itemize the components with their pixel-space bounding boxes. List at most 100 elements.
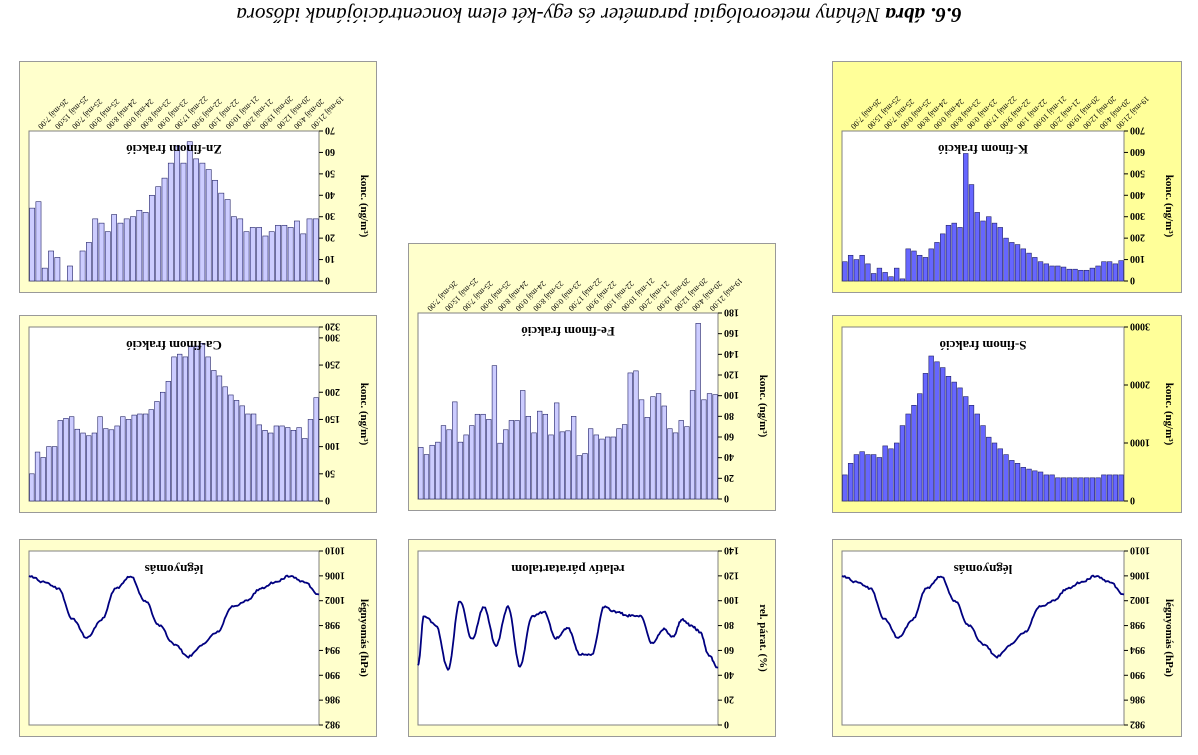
bar bbox=[940, 367, 946, 502]
chart-zn-svg: 0 10 20 30 40 50 60 70 konc. (ng/m³) Zn-finom fra… bbox=[19, 61, 377, 293]
bar bbox=[1083, 477, 1090, 502]
bar bbox=[911, 250, 917, 282]
bar bbox=[905, 248, 911, 282]
y-tick-label: 1000 bbox=[1130, 437, 1150, 448]
bar bbox=[980, 220, 986, 282]
bar bbox=[1112, 263, 1119, 282]
chart-k: 0 100 200 300 400 500 600 700 konc. (ng/m³) K-fin… bbox=[832, 61, 1182, 293]
chart-title: légnyomás bbox=[145, 562, 204, 577]
y-tick-label: 994 bbox=[1130, 644, 1145, 655]
bar bbox=[593, 434, 599, 500]
bar bbox=[1049, 265, 1055, 282]
bar bbox=[212, 179, 218, 282]
bar bbox=[188, 345, 194, 502]
chart-fe-svg: 0 20 40 60 80 100 120 140 160 180 konc. (ng/m³) Fe-… bbox=[408, 243, 776, 511]
bar bbox=[588, 428, 594, 500]
bar bbox=[250, 413, 257, 502]
bar bbox=[951, 222, 957, 282]
chart-zn: 0 10 20 30 40 50 60 70 konc. (ng/m³) Zn-finom fra… bbox=[19, 61, 377, 293]
bar bbox=[627, 372, 633, 500]
bar bbox=[559, 431, 565, 500]
bar bbox=[859, 254, 865, 282]
bar bbox=[605, 436, 611, 500]
bar bbox=[934, 242, 940, 282]
bar bbox=[218, 192, 225, 282]
bar bbox=[294, 220, 300, 282]
bar bbox=[273, 425, 279, 502]
bar bbox=[997, 448, 1003, 502]
y-tick-label: 50 bbox=[325, 167, 335, 178]
bar bbox=[418, 447, 424, 500]
bar bbox=[262, 235, 269, 282]
bar bbox=[1026, 252, 1032, 282]
bar bbox=[847, 254, 854, 282]
y-tick-label: 30 bbox=[325, 210, 335, 221]
y-axis-label: konc. (ng/m³) bbox=[358, 175, 370, 238]
bar bbox=[928, 355, 934, 502]
bar bbox=[1026, 468, 1032, 502]
y-tick-label: 320 bbox=[325, 321, 340, 332]
bar bbox=[599, 438, 605, 500]
bar bbox=[48, 250, 54, 282]
bar bbox=[440, 425, 447, 500]
bar bbox=[1043, 263, 1049, 282]
bar bbox=[51, 446, 58, 502]
bar bbox=[429, 444, 435, 500]
y-tick-label: 180 bbox=[724, 307, 739, 318]
y-tick-label: 40 bbox=[724, 451, 734, 462]
y-tick-label: 200 bbox=[325, 386, 340, 397]
bar bbox=[256, 227, 262, 282]
bar bbox=[957, 227, 963, 282]
bar bbox=[957, 387, 963, 502]
bar bbox=[313, 397, 319, 502]
bar bbox=[991, 222, 998, 282]
bar bbox=[63, 418, 69, 502]
bar bbox=[1072, 477, 1078, 502]
bar bbox=[633, 370, 639, 500]
y-tick-label: 0 bbox=[1130, 275, 1135, 286]
bar bbox=[853, 454, 860, 502]
bar bbox=[167, 162, 174, 282]
bar bbox=[865, 263, 871, 282]
chart-ca: 0 50 100 150 200 250 300 320 konc. (ng/m³) Ca-fin… bbox=[19, 315, 377, 513]
bar bbox=[554, 402, 560, 500]
bar bbox=[67, 265, 73, 282]
y-axis-label: rel. párat. (%) bbox=[757, 604, 769, 672]
bar bbox=[205, 356, 211, 502]
bar bbox=[193, 158, 199, 282]
bar bbox=[876, 267, 883, 282]
bar bbox=[899, 425, 906, 502]
bar bbox=[262, 430, 268, 502]
y-tick-label: 998 bbox=[1130, 619, 1145, 630]
bar bbox=[503, 429, 509, 500]
y-tick-label: 1002 bbox=[325, 594, 345, 605]
bar bbox=[991, 442, 998, 502]
y-tick-label: 700 bbox=[1130, 125, 1145, 136]
bar bbox=[986, 216, 992, 282]
bar bbox=[155, 186, 162, 282]
y-axis-label: konc. (ng/m³) bbox=[757, 375, 769, 438]
bar bbox=[1060, 477, 1067, 502]
bar bbox=[1020, 248, 1026, 282]
bar bbox=[980, 425, 986, 502]
y-tick-label: 250 bbox=[325, 359, 340, 370]
y-tick-label: 990 bbox=[325, 669, 340, 680]
bar bbox=[922, 373, 929, 502]
bar bbox=[186, 141, 193, 282]
bar bbox=[1083, 269, 1090, 282]
series-line bbox=[28, 574, 320, 659]
bar bbox=[275, 224, 281, 282]
bar bbox=[177, 353, 183, 502]
bar bbox=[1032, 470, 1038, 502]
y-tick-label: 40 bbox=[724, 669, 734, 680]
y-tick-label: 120 bbox=[724, 569, 739, 580]
bar bbox=[249, 227, 256, 282]
y-tick-label: 300 bbox=[1130, 210, 1145, 221]
chart-title: relatív páratartalom bbox=[511, 562, 625, 577]
bar bbox=[695, 323, 701, 500]
bar bbox=[222, 386, 228, 502]
bar bbox=[1112, 474, 1119, 502]
y-tick-label: 0 bbox=[325, 275, 330, 286]
